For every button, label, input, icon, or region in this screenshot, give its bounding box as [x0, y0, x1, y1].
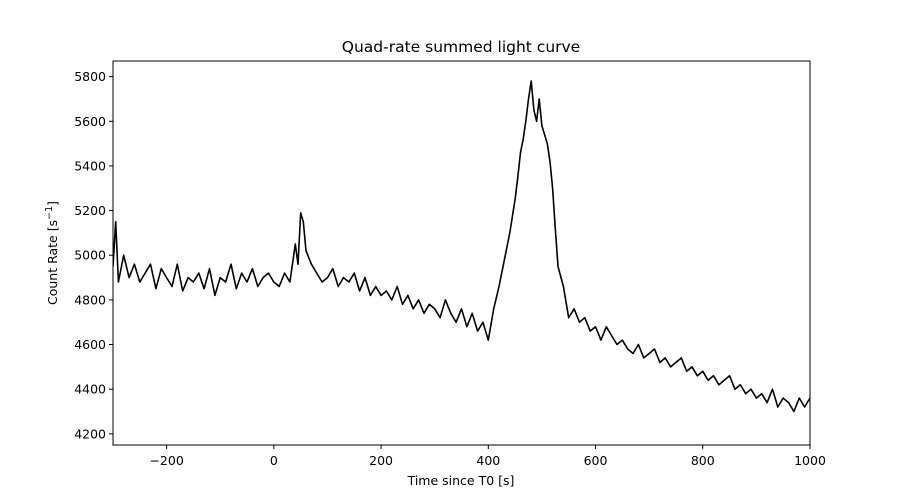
axis-ticks: −200 0 200 400 600 800 1000 4200 4400 4600 4800 500… — [74, 69, 826, 468]
y-tick-label: 4400 — [74, 382, 106, 397]
x-tick-label: 0 — [270, 453, 278, 468]
x-tick-label: 200 — [369, 453, 393, 468]
y-axis-label: Count Rate [s−1] — [44, 201, 60, 305]
y-tick-label: 5000 — [74, 248, 106, 263]
x-tick-label: 1000 — [794, 453, 826, 468]
x-tick-label: 600 — [584, 453, 608, 468]
series-line-0 — [113, 80, 810, 413]
y-tick-label: 4200 — [74, 426, 106, 441]
y-axis-label-superscript: −1 — [44, 206, 55, 220]
plot-area — [112, 60, 811, 446]
y-tick-label: 4600 — [74, 337, 106, 352]
y-axis-label-suffix: ] — [45, 201, 60, 206]
y-tick-label: 5400 — [74, 158, 106, 173]
y-tick-label: 4800 — [74, 292, 106, 307]
y-axis-label-prefix: Count Rate [s — [45, 220, 60, 305]
x-tick-label: −200 — [149, 453, 183, 468]
chart-title: Quad-rate summed light curve — [342, 38, 580, 56]
x-tick-label: 800 — [691, 453, 715, 468]
plot-frame — [112, 60, 811, 446]
x-tick-label: 400 — [476, 453, 500, 468]
x-axis-label: Time since T0 [s] — [407, 473, 515, 488]
y-tick-label: 5800 — [74, 69, 106, 84]
y-tick-label: 5600 — [74, 114, 106, 129]
y-tick-label: 5200 — [74, 203, 106, 218]
